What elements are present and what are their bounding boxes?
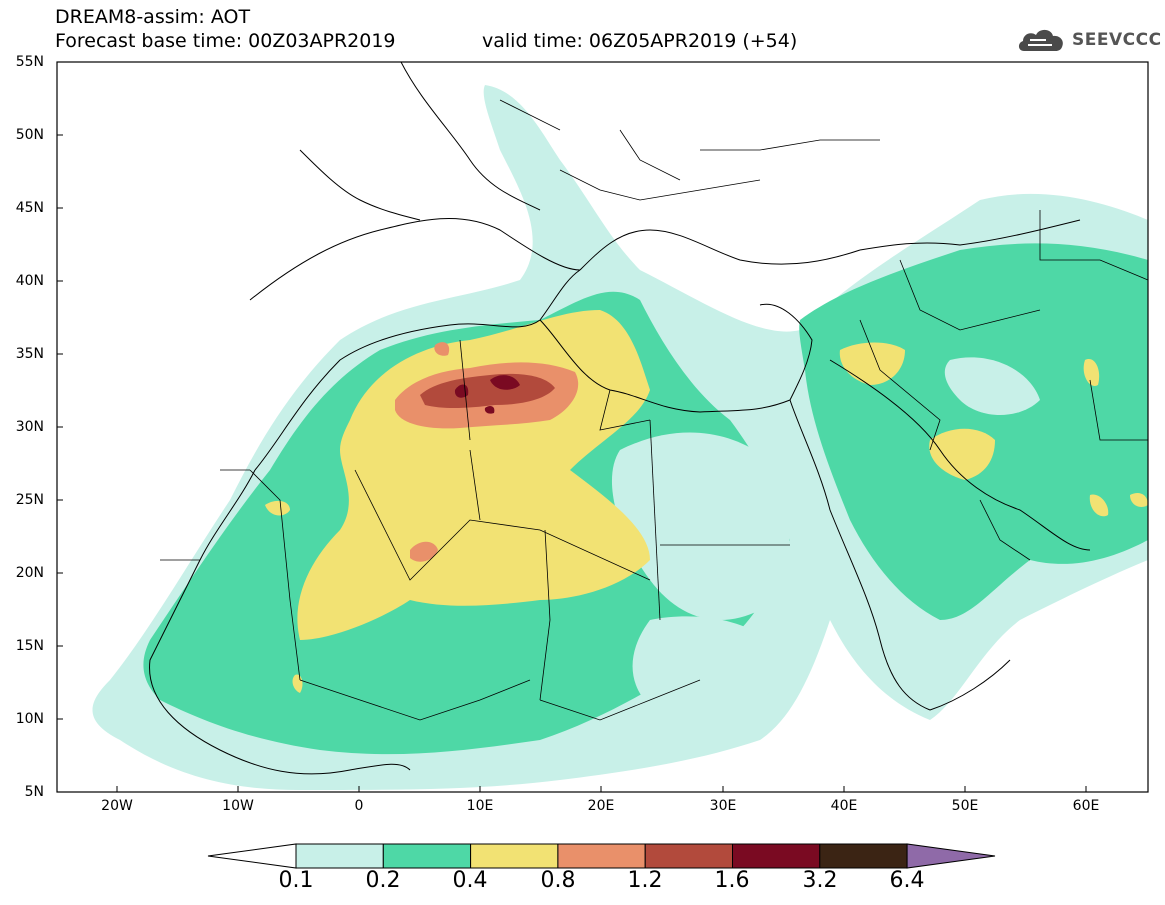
lon-label: 10E — [466, 798, 494, 814]
aot-level-1.6 — [454, 375, 520, 414]
lon-label: 30E — [709, 798, 737, 814]
lat-label: 10N — [15, 711, 44, 727]
logo-text: SEEVCCC — [1072, 30, 1162, 50]
seevccc-logo: SEEVCCC — [1016, 24, 1162, 56]
lon-label: 20W — [101, 798, 133, 814]
legend-label: 3.2 — [802, 868, 838, 893]
lat-label: 50N — [15, 127, 44, 143]
lon-label: 20E — [587, 798, 615, 814]
valid-time: valid time: 06Z05APR2019 (+54) — [482, 30, 798, 52]
lon-label: 0 — [354, 798, 364, 814]
lat-label: 25N — [15, 492, 44, 508]
lon-label: 40E — [830, 798, 858, 814]
lat-label: 55N — [15, 54, 44, 70]
legend-label: 0.4 — [452, 868, 488, 893]
lat-label: 45N — [15, 200, 44, 216]
coastlines — [149, 62, 1091, 775]
lat-label: 20N — [15, 565, 44, 581]
legend-label: 0.8 — [540, 868, 576, 893]
legend-label: 1.2 — [627, 868, 663, 893]
lat-label: 15N — [15, 638, 44, 654]
lon-label: 60E — [1072, 798, 1100, 814]
aot-level-1.2 — [420, 373, 555, 409]
lat-label: 30N — [15, 419, 44, 435]
map-title: DREAM8-assim: AOT — [55, 6, 251, 28]
lat-label: 40N — [15, 273, 44, 289]
cloud-icon — [1018, 29, 1063, 51]
lon-label: 50E — [951, 798, 979, 814]
lat-label: 35N — [15, 346, 44, 362]
legend-label: 6.4 — [889, 868, 925, 893]
lat-label: 5N — [24, 784, 44, 800]
axis-ticks — [57, 61, 1087, 792]
forecast-base-time: Forecast base time: 00Z03APR2019 — [55, 30, 396, 52]
country-borders — [160, 99, 1148, 721]
legend-label: 1.6 — [714, 868, 750, 893]
legend-label: 0.2 — [365, 868, 401, 893]
legend-label: 0.1 — [278, 868, 314, 893]
lon-label: 10W — [222, 798, 254, 814]
